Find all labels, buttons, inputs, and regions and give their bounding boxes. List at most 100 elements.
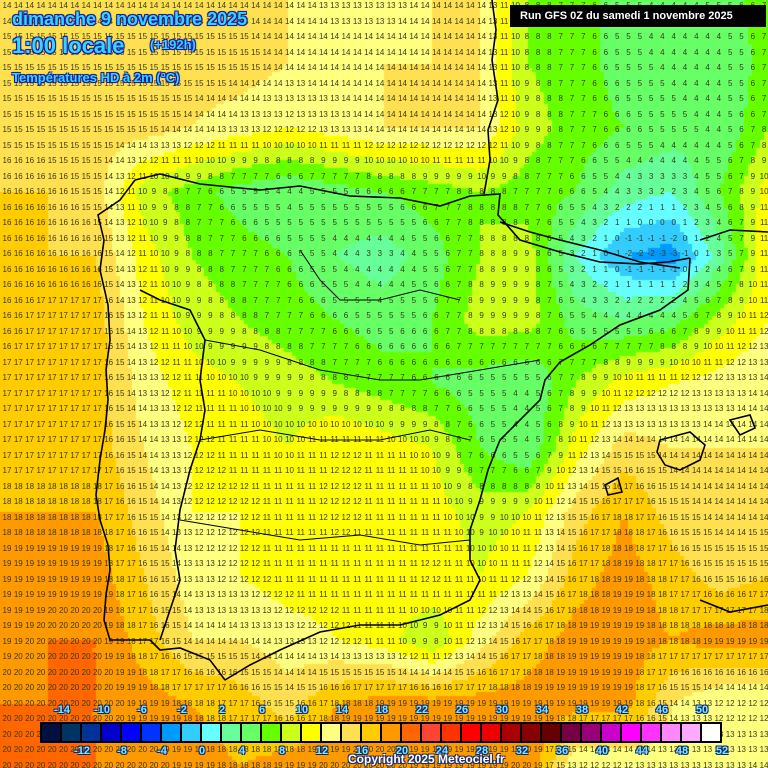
grid-value: 17	[35, 296, 47, 305]
grid-value: 11	[204, 389, 216, 398]
grid-value: 12	[656, 389, 668, 398]
grid-value: 10	[713, 343, 725, 351]
grid-value: 19	[498, 761, 510, 768]
grid-value: 13	[171, 529, 183, 537]
grid-value: 0	[690, 250, 702, 258]
grid-value: 17	[623, 715, 635, 723]
grid-value: 12	[148, 358, 160, 367]
grid-value: 9	[351, 405, 363, 413]
grid-value: 13	[736, 374, 748, 382]
grid-value: 20	[80, 715, 92, 723]
grid-value: 11	[656, 374, 668, 382]
grid-value: 8	[250, 312, 262, 320]
grid-value: 5	[408, 312, 420, 320]
grid-value: 12	[182, 405, 194, 413]
grid-value: 14	[295, 64, 307, 72]
grid-value: 12	[329, 637, 341, 646]
grid-value: 18	[566, 715, 578, 723]
grid-value: 19	[611, 684, 623, 692]
grid-value: 10	[317, 420, 329, 429]
grid-value: 5	[419, 250, 431, 258]
grid-value: 15	[1, 48, 13, 57]
grid-value: 12	[419, 575, 431, 584]
grid-value: 12	[498, 110, 510, 119]
grid-value: 18	[645, 637, 657, 646]
grid-value: 5	[306, 265, 318, 274]
grid-value: 8	[543, 141, 555, 150]
grid-value: 17	[103, 513, 115, 522]
grid-value: 5	[645, 64, 657, 72]
grid-value: 15	[656, 715, 668, 723]
grid-value: 19	[623, 668, 635, 677]
grid-value: 10	[204, 374, 216, 382]
grid-value: 4	[408, 265, 420, 274]
grid-value: 6	[476, 451, 488, 460]
grid-value: 12	[238, 560, 250, 568]
grid-value: 16	[12, 281, 24, 289]
grid-value: 14	[758, 467, 768, 475]
grid-value: 11	[419, 498, 431, 506]
grid-value: 16	[24, 188, 36, 196]
grid-value: 16	[125, 482, 137, 491]
grid-value: 16	[555, 746, 567, 754]
grid-value: 14	[227, 110, 239, 119]
grid-value: 15	[137, 513, 149, 522]
grid-value: 14	[272, 79, 284, 88]
grid-value: 16	[24, 157, 36, 165]
grid-value: 14	[351, 64, 363, 72]
grid-value: 13	[250, 126, 262, 134]
grid-value: 15	[566, 746, 578, 754]
grid-value: 8	[216, 312, 228, 320]
grid-value: 16	[284, 715, 296, 723]
grid-value: 6	[442, 234, 454, 243]
grid-value: 17	[69, 358, 81, 367]
grid-value: 17	[114, 513, 126, 522]
grid-value: 6	[374, 188, 386, 196]
grid-value: 11	[600, 405, 612, 413]
grid-value: 13	[487, 110, 499, 119]
grid-value: 19	[69, 544, 81, 553]
grid-value: 11	[385, 591, 397, 599]
grid-value: 4	[510, 389, 522, 398]
grid-value: 12	[216, 498, 228, 506]
grid-value: 5	[724, 250, 736, 258]
grid-value: 15	[137, 126, 149, 134]
grid-value: 13	[656, 761, 668, 768]
grid-value: 20	[58, 761, 70, 768]
grid-value: 13	[679, 746, 691, 754]
grid-value: 12	[329, 606, 341, 615]
grid-value: 15	[159, 95, 171, 103]
grid-value: 15	[668, 513, 680, 522]
grid-value: 11	[306, 529, 318, 537]
grid-value: 14	[476, 653, 488, 661]
grid-value: 17	[577, 715, 589, 723]
grid-value: 10	[510, 48, 522, 57]
grid-value: 16	[724, 668, 736, 677]
grid-value: 13	[747, 746, 759, 754]
grid-value: 15	[80, 79, 92, 88]
grid-value: 9	[419, 622, 431, 630]
grid-value: 7	[306, 343, 318, 351]
grid-value: 15	[148, 110, 160, 119]
grid-value: 5	[623, 141, 635, 150]
grid-value: 14	[250, 95, 262, 103]
grid-value: 11	[227, 467, 239, 475]
grid-value: 17	[91, 420, 103, 429]
grid-value: 18	[656, 575, 668, 584]
grid-value: 4	[611, 172, 623, 181]
grid-value: 16	[58, 265, 70, 274]
grid-value: 13	[137, 343, 149, 351]
grid-value: 0	[679, 265, 691, 274]
grid-value: 5	[385, 312, 397, 320]
grid-value: 16	[566, 560, 578, 568]
grid-value: 13	[351, 126, 363, 134]
grid-value: 20	[363, 761, 375, 768]
grid-value: 9	[589, 374, 601, 382]
grid-value: 20	[91, 699, 103, 708]
grid-value: 5	[329, 219, 341, 227]
grid-value: 12	[453, 141, 465, 150]
grid-value: 15	[171, 622, 183, 630]
grid-value: 15	[125, 110, 137, 119]
grid-value: 7	[577, 79, 589, 88]
grid-value: 19	[46, 591, 58, 599]
